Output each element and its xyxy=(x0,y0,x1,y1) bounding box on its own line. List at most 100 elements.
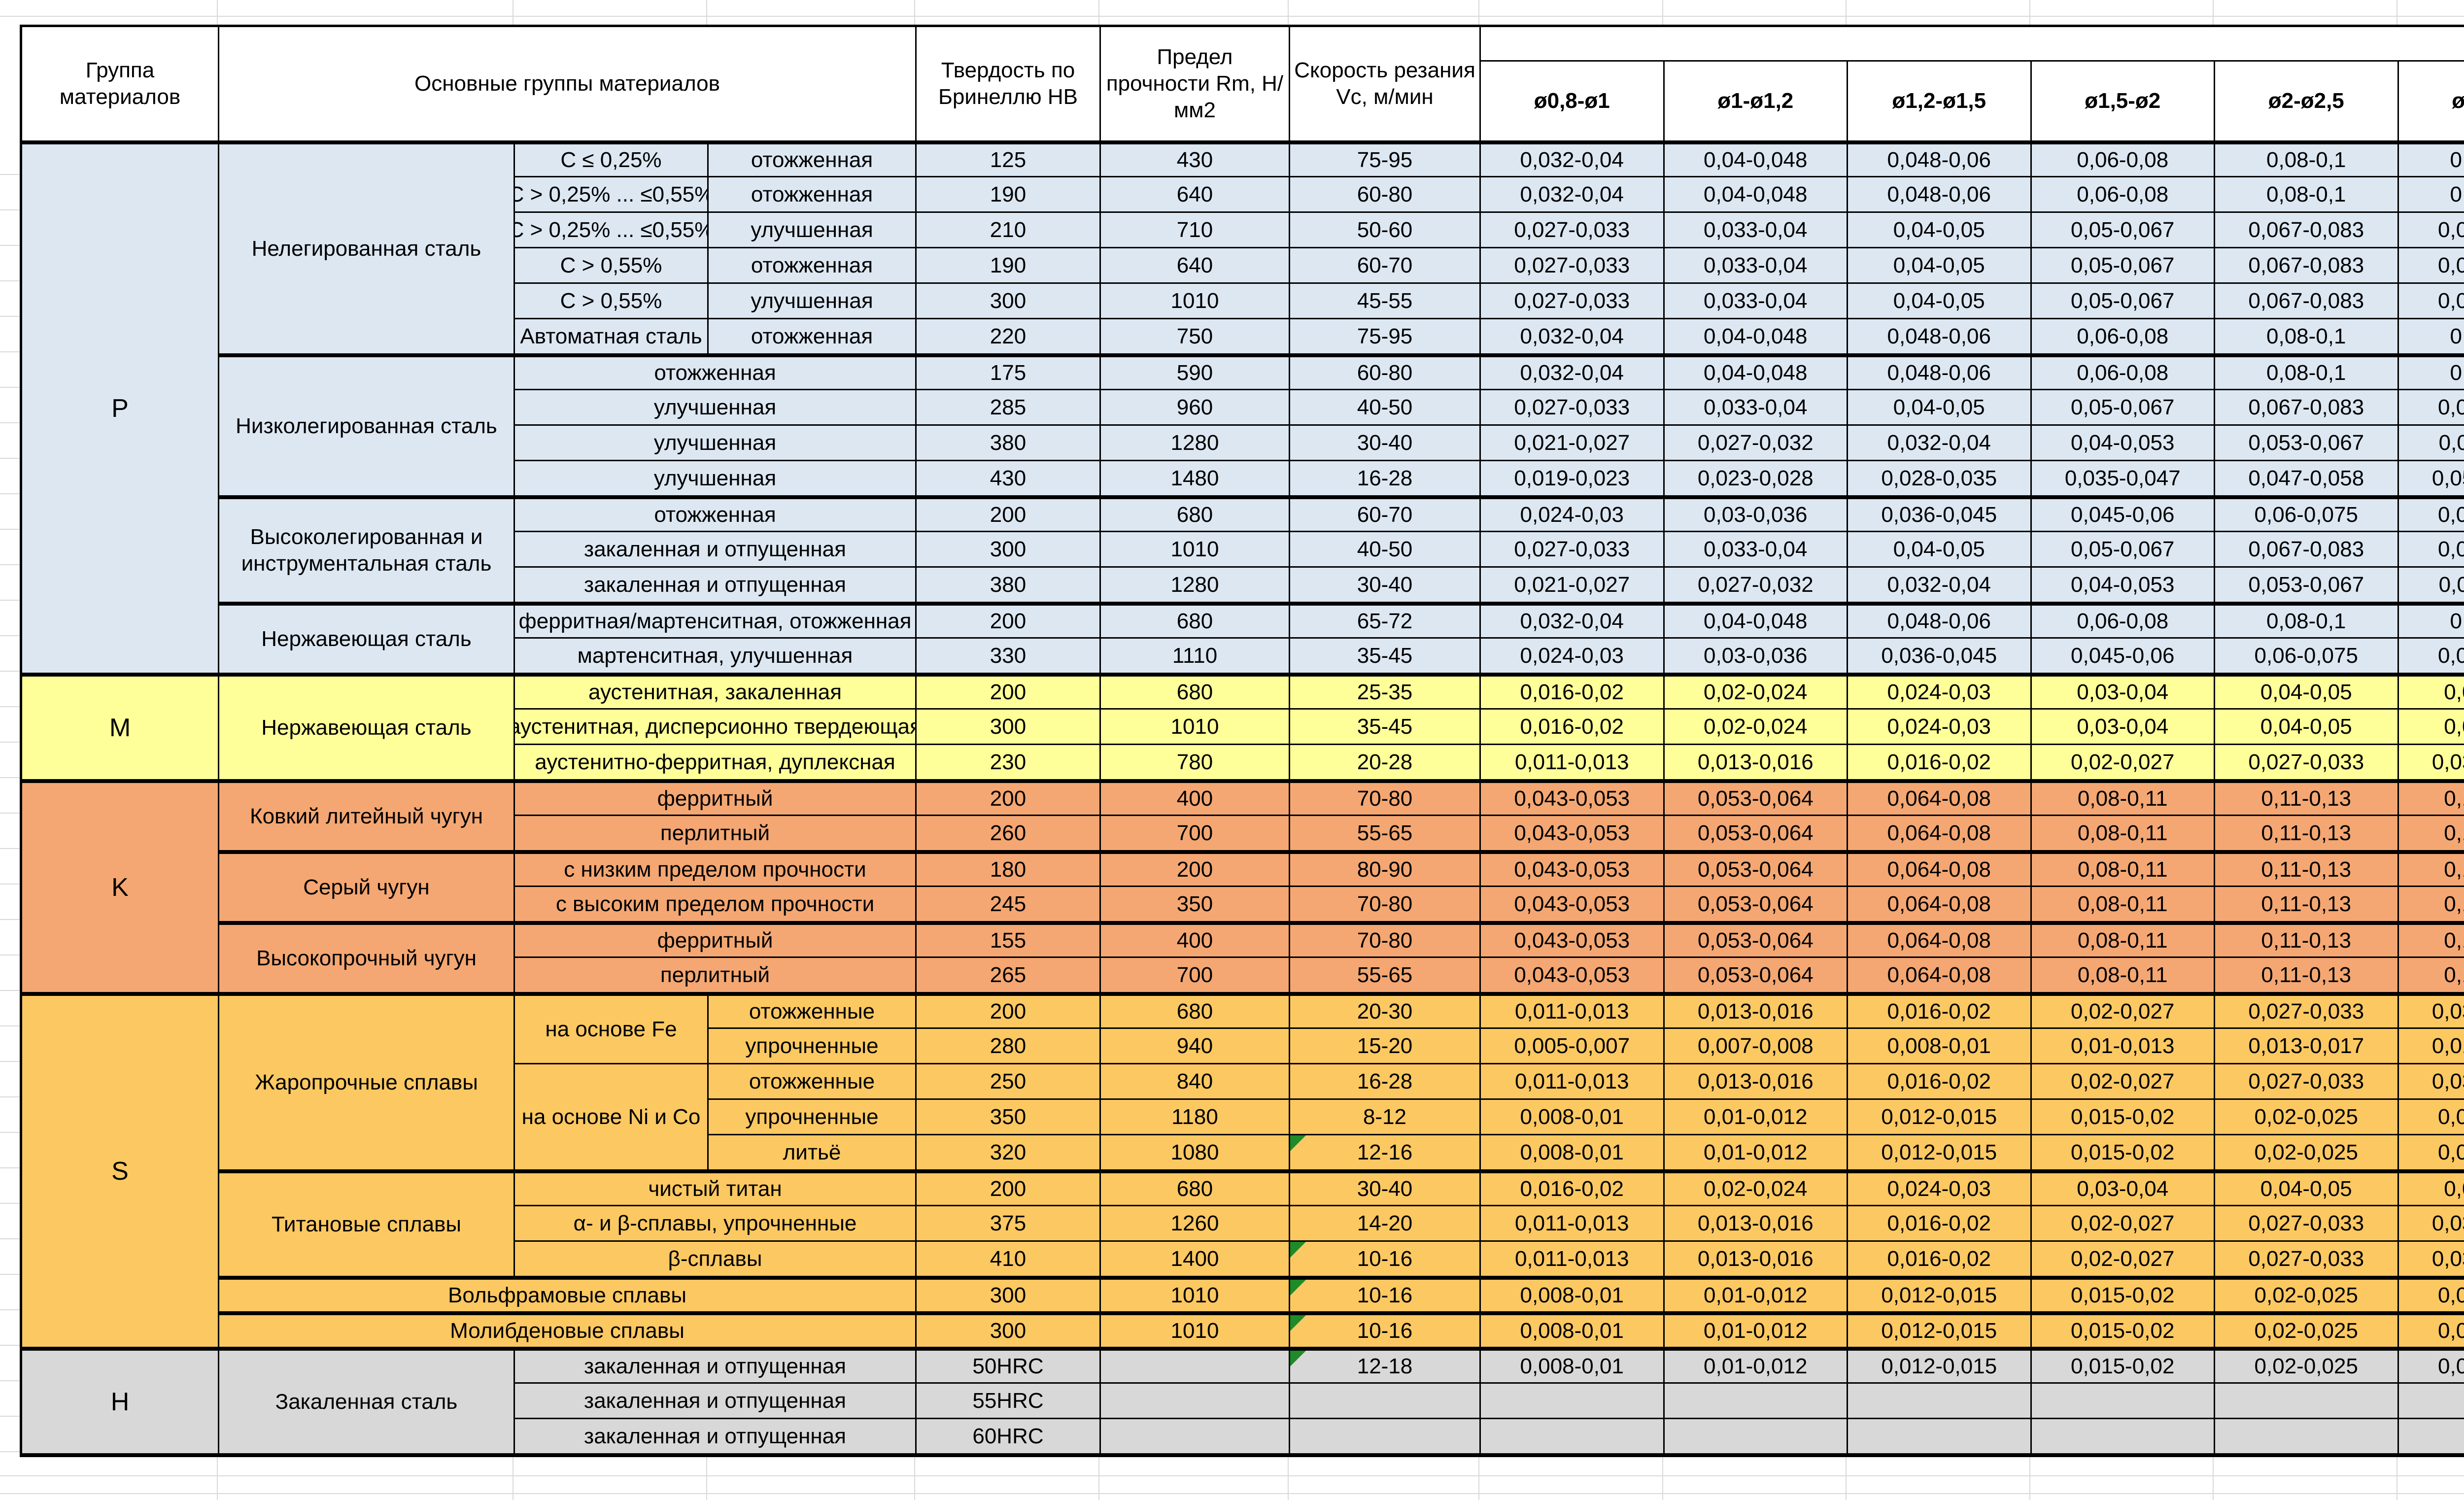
hardness-cell[interactable]: 50HRC xyxy=(917,1348,1101,1384)
feed-cell[interactable] xyxy=(1664,1384,1848,1419)
feed-cell[interactable]: 0,06-0,08 xyxy=(2031,319,2215,355)
material-name-cell[interactable]: Нелегированная сталь xyxy=(219,142,515,355)
material-state-cell[interactable]: мартенситная, улучшенная xyxy=(515,639,917,674)
hardness-cell[interactable]: 200 xyxy=(917,993,1101,1029)
speed-cell[interactable]: 30-40 xyxy=(1290,426,1481,461)
feed-cell[interactable]: 0,08-0,1 xyxy=(2215,355,2399,390)
feed-cell[interactable]: 0,015-0,02 xyxy=(2031,1100,2215,1135)
feed-cell[interactable]: 0,02-0,027 xyxy=(2031,1242,2215,1277)
feed-cell[interactable]: 0,027-0,033 xyxy=(1481,284,1665,319)
feed-cell[interactable]: 0,06-0,075 xyxy=(2215,639,2399,674)
feed-cell[interactable]: 0,075-0,12 xyxy=(2398,497,2464,532)
feed-cell[interactable]: 0,08-0,11 xyxy=(2031,816,2215,852)
feed-cell[interactable]: 0,011-0,013 xyxy=(1481,1242,1665,1277)
feed-cell[interactable]: 0,053-0,064 xyxy=(1664,958,1848,993)
material-state-cell[interactable]: упрочненные xyxy=(709,1029,917,1064)
feed-cell[interactable]: 0,025-0,04 xyxy=(2398,1348,2464,1384)
feed-cell[interactable]: 0,027-0,033 xyxy=(2215,1064,2399,1100)
feed-cell[interactable]: 0,02-0,025 xyxy=(2215,1100,2399,1135)
material-state-cell[interactable]: улучшенная xyxy=(709,284,917,319)
material-detail-cell[interactable]: C > 0,55% xyxy=(515,284,709,319)
speed-cell[interactable]: 20-28 xyxy=(1290,745,1481,781)
feed-cell[interactable]: 0,02-0,025 xyxy=(2215,1135,2399,1171)
material-state-cell[interactable]: закаленная и отпущенная xyxy=(515,1419,917,1455)
group-letter-cell[interactable]: K xyxy=(22,781,219,993)
material-name-cell[interactable]: Жаропрочные сплавы xyxy=(219,993,515,1171)
strength-cell[interactable]: 1010 xyxy=(1101,1277,1290,1313)
feed-cell[interactable]: 0,05-0,067 xyxy=(2031,532,2215,568)
feed-cell[interactable]: 0,053-0,064 xyxy=(1664,922,1848,958)
material-name-cell[interactable]: Молибденовые сплавы xyxy=(219,1313,917,1348)
feed-cell[interactable]: 0,13-0,21 xyxy=(2398,852,2464,887)
feed-cell[interactable]: 0,067-0,083 xyxy=(2215,532,2399,568)
speed-cell[interactable]: 10-16 xyxy=(1290,1277,1481,1313)
feed-cell[interactable]: 0,025-0,04 xyxy=(2398,1100,2464,1135)
feed-cell[interactable]: 0,04-0,048 xyxy=(1664,355,1848,390)
strength-cell[interactable]: 1010 xyxy=(1101,532,1290,568)
feed-cell[interactable]: 0,053-0,064 xyxy=(1664,781,1848,816)
material-detail-cell[interactable]: на основе Fe xyxy=(515,993,709,1064)
feed-cell[interactable]: 0,024-0,03 xyxy=(1848,674,2032,710)
feed-cell[interactable]: 0,021-0,027 xyxy=(1481,568,1665,603)
strength-cell[interactable]: 680 xyxy=(1101,497,1290,532)
feed-cell[interactable]: 0,027-0,032 xyxy=(1664,426,1848,461)
feed-cell[interactable]: 0,064-0,08 xyxy=(1848,816,2032,852)
feed-cell[interactable]: 0,064-0,08 xyxy=(1848,887,2032,922)
feed-cell[interactable]: 0,02-0,027 xyxy=(2031,1206,2215,1242)
feed-cell[interactable]: 0,04-0,048 xyxy=(1664,319,1848,355)
strength-cell[interactable]: 840 xyxy=(1101,1064,1290,1100)
material-detail-cell[interactable]: C > 0,55% xyxy=(515,248,709,284)
material-name-cell[interactable]: Серый чугун xyxy=(219,852,515,922)
feed-cell[interactable]: 0,007-0,008 xyxy=(1664,1029,1848,1064)
feed-cell[interactable]: 0,033-0,04 xyxy=(1664,532,1848,568)
speed-cell[interactable]: 60-70 xyxy=(1290,497,1481,532)
header-cell-speed-col[interactable]: Скорость резания Vc, м/мин xyxy=(1290,27,1481,142)
material-detail-cell[interactable]: C > 0,25% ... ≤0,55% xyxy=(515,177,709,213)
feed-cell[interactable] xyxy=(2031,1384,2215,1419)
strength-cell[interactable] xyxy=(1101,1384,1290,1419)
feed-cell[interactable]: 0,025-0,04 xyxy=(2398,1277,2464,1313)
material-state-cell[interactable]: α- и β-сплавы, упрочненные xyxy=(515,1206,917,1242)
strength-cell[interactable]: 710 xyxy=(1101,213,1290,248)
feed-cell[interactable]: 0,012-0,015 xyxy=(1848,1313,2032,1348)
feed-cell[interactable]: 0,047-0,058 xyxy=(2215,461,2399,497)
feed-cell[interactable]: 0,04-0,053 xyxy=(2031,568,2215,603)
feed-cell[interactable]: 0,032-0,04 xyxy=(1481,319,1665,355)
feed-cell[interactable]: 0,075-0,12 xyxy=(2398,639,2464,674)
feed-cell[interactable]: 0,04-0,05 xyxy=(2215,674,2399,710)
material-state-cell[interactable]: закаленная и отпущенная xyxy=(515,1348,917,1384)
speed-cell[interactable]: 16-28 xyxy=(1290,1064,1481,1100)
feed-cell[interactable]: 0,03-0,036 xyxy=(1664,639,1848,674)
feed-cell[interactable]: 0,027-0,033 xyxy=(2215,745,2399,781)
feed-cell[interactable]: 0,08-0,1 xyxy=(2215,603,2399,639)
material-name-cell[interactable]: Ковкий литейный чугун xyxy=(219,781,515,852)
feed-cell[interactable]: 0,11-0,13 xyxy=(2215,816,2399,852)
strength-cell[interactable]: 1080 xyxy=(1101,1135,1290,1171)
feed-cell[interactable]: 0,01-0,012 xyxy=(1664,1100,1848,1135)
material-name-cell[interactable]: Нержавеющая сталь xyxy=(219,603,515,674)
material-name-cell[interactable]: Высоколегированная и инструментальная ст… xyxy=(219,497,515,603)
feed-cell[interactable]: 0,06-0,08 xyxy=(2031,355,2215,390)
feed-cell[interactable]: 0,008-0,01 xyxy=(1848,1029,2032,1064)
hardness-cell[interactable]: 60HRC xyxy=(917,1419,1101,1455)
feed-cell[interactable]: 0,027-0,033 xyxy=(1481,532,1665,568)
feed-cell[interactable]: 0,067-0,11 xyxy=(2398,426,2464,461)
feed-cell[interactable]: 0,021-0,027 xyxy=(1481,426,1665,461)
material-state-cell[interactable]: β-сплавы xyxy=(515,1242,917,1277)
strength-cell[interactable]: 1110 xyxy=(1101,639,1290,674)
feed-cell[interactable]: 0,067-0,083 xyxy=(2215,248,2399,284)
speed-cell[interactable]: 40-50 xyxy=(1290,532,1481,568)
feed-cell[interactable]: 0,032-0,04 xyxy=(1481,177,1665,213)
speed-cell[interactable]: 55-65 xyxy=(1290,958,1481,993)
feed-cell[interactable]: 0,035-0,047 xyxy=(2031,461,2215,497)
diameter-header-cell[interactable]: ø1,2-ø1,5 xyxy=(1848,62,2032,142)
strength-cell[interactable]: 350 xyxy=(1101,887,1290,922)
feed-cell[interactable]: 0,1-0,16 xyxy=(2398,355,2464,390)
strength-cell[interactable]: 960 xyxy=(1101,390,1290,426)
feed-cell[interactable]: 0,013-0,016 xyxy=(1664,1064,1848,1100)
hardness-cell[interactable]: 260 xyxy=(917,816,1101,852)
strength-cell[interactable]: 640 xyxy=(1101,177,1290,213)
material-state-cell[interactable]: перлитный xyxy=(515,958,917,993)
feed-cell[interactable]: 0,008-0,01 xyxy=(1481,1135,1665,1171)
feed-cell[interactable]: 0,027-0,033 xyxy=(1481,248,1665,284)
